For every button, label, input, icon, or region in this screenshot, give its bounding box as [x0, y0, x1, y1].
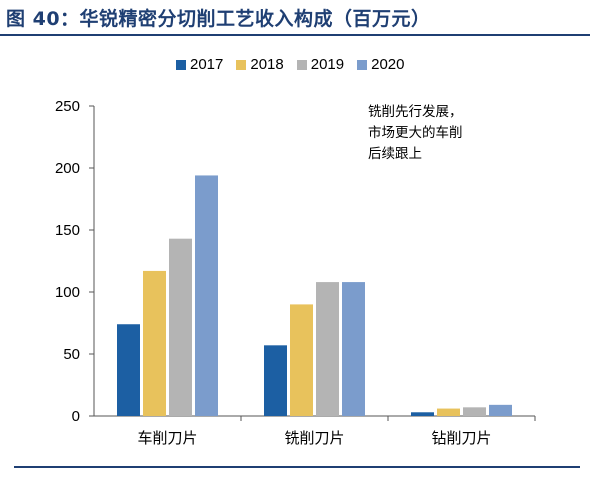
x-category-label: 铣削刀片 — [284, 429, 344, 447]
x-category-label: 钻削刀片 — [431, 429, 491, 447]
y-tick-label: 0 — [72, 408, 80, 425]
y-tick-label: 50 — [63, 346, 80, 363]
y-tick-label: 200 — [55, 160, 80, 177]
chart-annotation: 铣削先行发展， 市场更大的车削 后续跟上 — [368, 104, 463, 162]
bar-2017-2 — [411, 412, 434, 416]
legend-swatch-2017 — [176, 59, 186, 70]
bar-2020-1 — [342, 282, 365, 416]
bar-2018-0 — [143, 270, 166, 416]
bar-2017-0 — [117, 324, 140, 416]
legend-label-2020: 2020 — [371, 56, 405, 73]
bar-chart: 0 50 100 150 200 250 车削刀片 铣削刀片 钻削刀片 — [55, 98, 536, 447]
bar-2019-1 — [316, 282, 339, 416]
bar-2018-2 — [437, 408, 460, 416]
legend-item-2019: 2019 — [296, 56, 345, 73]
legend-item-2020: 2020 — [357, 56, 405, 73]
y-tick-label: 150 — [55, 222, 80, 239]
legend-label-2017: 2017 — [190, 56, 224, 73]
bar-2017-1 — [264, 345, 287, 416]
bar-2020-2 — [489, 404, 512, 416]
chart-legend: 2017 2018 2019 2020 — [176, 56, 405, 73]
x-category-label: 车削刀片 — [137, 429, 197, 447]
top-rule — [0, 34, 590, 36]
y-tick-label: 100 — [55, 284, 80, 301]
legend-swatch-2019 — [296, 59, 307, 70]
legend-label-2019: 2019 — [310, 56, 345, 73]
bar-2020-0 — [195, 175, 218, 416]
figure-title: 图 40：华锐精密分切削工艺收入构成（百万元） — [6, 8, 431, 30]
legend-item-2018: 2018 — [236, 56, 284, 73]
legend-swatch-2018 — [236, 59, 247, 70]
bottom-rule — [14, 466, 580, 468]
bar-2019-0 — [169, 238, 192, 416]
y-tick-label: 250 — [55, 98, 80, 115]
legend-swatch-2020 — [357, 59, 368, 70]
bar-2019-2 — [463, 407, 486, 416]
legend-label-2018: 2018 — [250, 56, 284, 73]
legend-item-2017: 2017 — [176, 56, 223, 73]
bar-2018-1 — [290, 304, 313, 416]
